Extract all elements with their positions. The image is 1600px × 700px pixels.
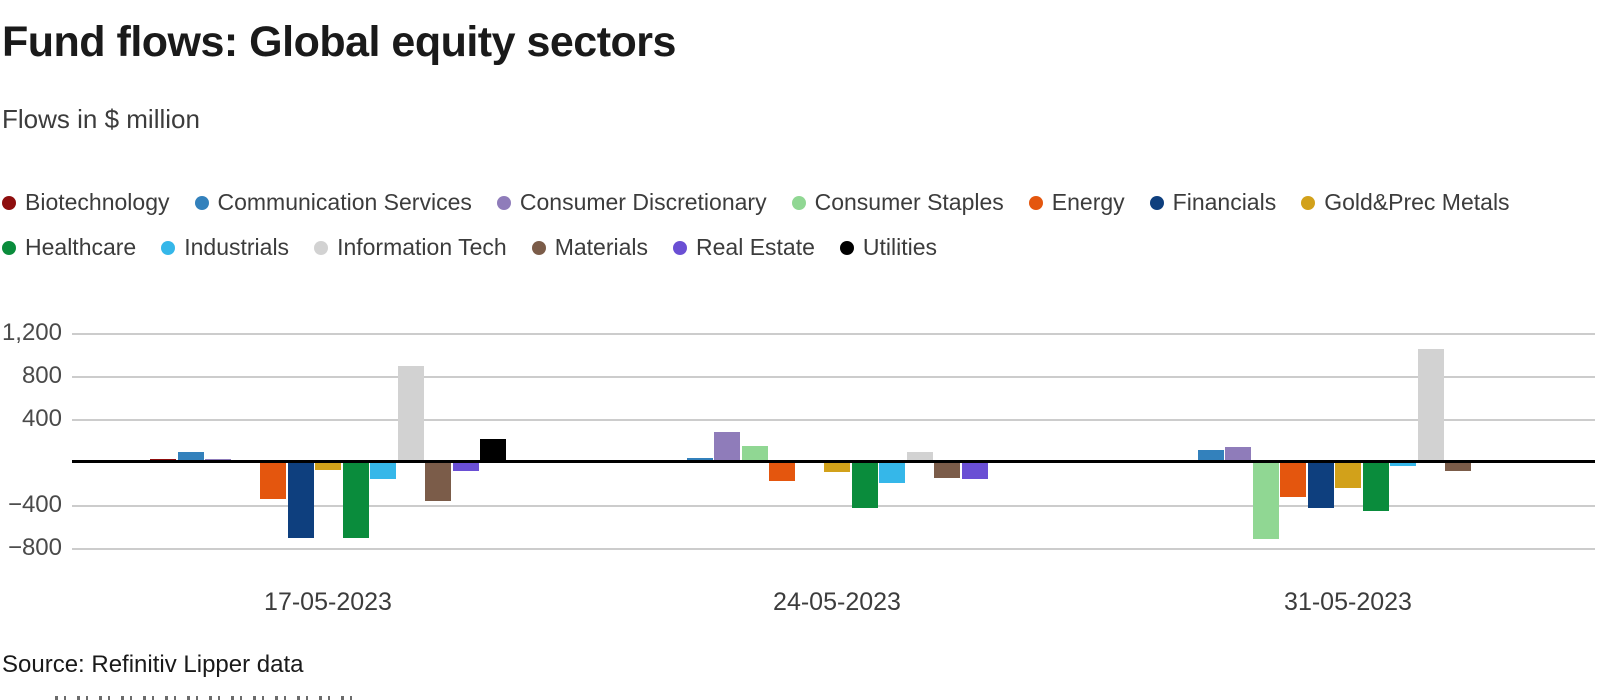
legend-label: Utilities: [862, 234, 938, 260]
bar-gold-prec-metals: [824, 462, 850, 473]
legend-item-gold-prec-metals: Gold&Prec Metals: [1301, 189, 1510, 216]
bar-energy: [1280, 462, 1306, 498]
y-axis-tick-label: 1,200: [1, 318, 62, 346]
zero-axis-line: [72, 460, 1595, 463]
bar-healthcare: [1362, 462, 1389, 511]
legend-label: Industrials: [184, 234, 290, 260]
bar-information-tech: [1417, 348, 1444, 463]
legend-swatch-consumer-staples: [791, 195, 806, 210]
bar-materials: [1445, 462, 1471, 472]
legend-row-2: Healthcare Industrials Information Tech Mat…: [2, 225, 1535, 270]
bar-utilities: [480, 438, 506, 463]
gridline: [72, 547, 1595, 550]
gridline: [72, 375, 1595, 378]
legend-row-1: Biotechnology Communication Services Consu…: [2, 180, 1535, 225]
legend-swatch-information-tech: [314, 240, 329, 255]
bar-materials: [934, 462, 960, 478]
legend-label: Consumer Discretionary: [519, 189, 767, 215]
chart-subtitle: Flows in $ million: [2, 104, 200, 134]
bar-information-tech: [906, 451, 933, 463]
bar-real-estate: [961, 462, 988, 479]
bar-industrials: [879, 462, 905, 483]
bar-financials: [287, 462, 314, 538]
legend-item-industrials: Industrials: [161, 234, 289, 261]
y-axis-tick-label: −400: [7, 490, 62, 518]
bar-gold-prec-metals: [1335, 462, 1361, 489]
bar-consumer-staples: [741, 446, 768, 463]
bar-gold-prec-metals: [315, 462, 341, 471]
clipped-text-sliver: [55, 696, 355, 700]
legend-swatch-industrials: [161, 240, 176, 255]
legend-swatch-biotechnology: [2, 195, 16, 210]
bar-industrials: [1390, 462, 1416, 466]
legend-swatch-consumer-discretionary: [496, 195, 511, 210]
legend-item-consumer-staples: Consumer Staples: [791, 189, 1004, 216]
legend-item-communication-services: Communication Services: [194, 189, 472, 216]
x-axis-label: 24-05-2023: [773, 588, 901, 616]
bar-energy: [260, 462, 286, 500]
legend-swatch-financials: [1149, 195, 1164, 210]
y-axis-tick-label: 800: [21, 361, 62, 389]
source-note: Source: Refinitiv Lipper data: [2, 651, 304, 678]
bar-financials: [1307, 462, 1334, 508]
legend-swatch-utilities: [839, 240, 854, 255]
bar-industrials: [370, 462, 396, 479]
bar-communication-services: [1197, 450, 1224, 463]
y-axis-tick-label: −800: [7, 533, 62, 561]
legend-swatch-real-estate: [673, 240, 687, 255]
legend-label: Healthcare: [25, 234, 137, 260]
legend-item-biotechnology: Biotechnology: [2, 189, 170, 216]
legend-item-financials: Financials: [1149, 189, 1277, 216]
legend: Biotechnology Communication Services Consu…: [2, 180, 1535, 270]
bar-healthcare: [342, 462, 369, 538]
x-axis-label: 31-05-2023: [1284, 588, 1412, 616]
bar-healthcare: [851, 462, 878, 508]
legend-swatch-materials: [531, 240, 546, 255]
legend-item-consumer-discretionary: Consumer Discretionary: [496, 189, 767, 216]
bar-information-tech: [397, 365, 424, 463]
legend-item-energy: Energy: [1028, 189, 1125, 216]
bar-consumer-discretionary: [1225, 446, 1251, 463]
bar-energy: [769, 462, 795, 481]
legend-swatch-healthcare: [2, 240, 16, 255]
legend-label: Real Estate: [696, 234, 815, 260]
legend-label: Gold&Prec Metals: [1324, 189, 1510, 215]
legend-item-healthcare: Healthcare: [2, 234, 136, 261]
legend-swatch-gold-prec-metals: [1301, 195, 1316, 210]
gridline: [72, 332, 1595, 335]
x-axis-label: 17-05-2023: [264, 588, 392, 616]
bar-consumer-staples: [1252, 462, 1279, 540]
legend-label: Materials: [554, 234, 648, 260]
legend-item-information-tech: Information Tech: [314, 234, 507, 261]
chart-title: Fund flows: Global equity sectors: [2, 18, 676, 66]
bar-materials: [425, 462, 451, 502]
gridline: [72, 418, 1595, 421]
bar-communication-services: [177, 451, 204, 463]
legend-swatch-energy: [1028, 195, 1043, 210]
y-axis-tick-label: 400: [21, 404, 62, 432]
gridline: [72, 504, 1595, 507]
legend-label: Financials: [1172, 189, 1277, 215]
bar-consumer-discretionary: [714, 432, 740, 463]
legend-label: Information Tech: [337, 234, 507, 260]
legend-swatch-communication-services: [194, 195, 209, 210]
legend-label: Energy: [1051, 189, 1125, 215]
legend-item-real-estate: Real Estate: [673, 234, 815, 261]
legend-label: Consumer Staples: [814, 189, 1004, 215]
legend-item-utilities: Utilities: [839, 234, 938, 261]
legend-label: Communication Services: [217, 189, 472, 215]
legend-label: Biotechnology: [25, 189, 170, 215]
bar-real-estate: [452, 462, 479, 471]
legend-item-materials: Materials: [531, 234, 648, 261]
